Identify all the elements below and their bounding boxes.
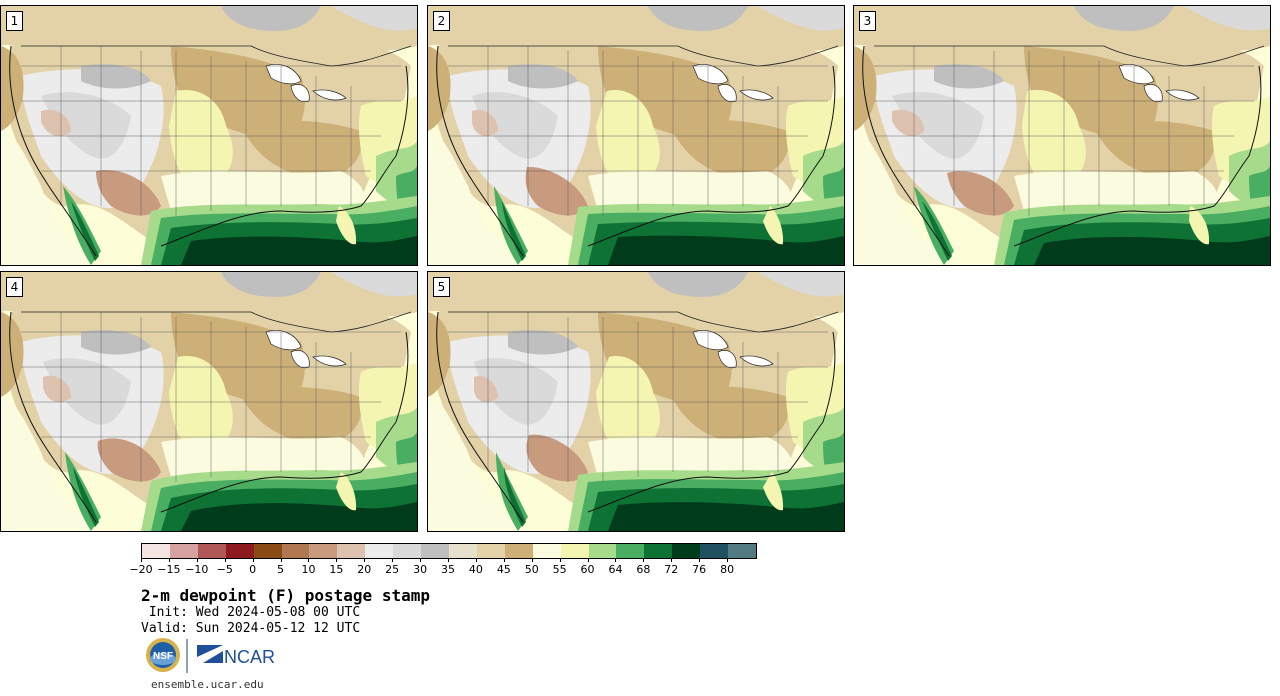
colorbar-tick — [727, 558, 729, 562]
colorbar-tick — [196, 558, 198, 562]
colorbar-swatch — [560, 544, 589, 558]
ensemble-member-map[interactable]: 2 — [427, 5, 845, 266]
dewpoint-map — [1, 272, 417, 531]
colorbar-tick — [224, 558, 226, 562]
colorbar-swatch — [504, 544, 533, 558]
colorbar-tick-label: 55 — [552, 563, 567, 576]
ncar-logo-icon: NCAR — [197, 645, 275, 667]
member-number-label: 4 — [6, 277, 23, 297]
ensemble-member-map[interactable]: 1 — [0, 5, 418, 266]
colorbar-tick — [671, 558, 673, 562]
colorbar-tick-label: 10 — [301, 563, 316, 576]
dewpoint-map — [1, 6, 417, 265]
colorbar-swatch — [448, 544, 477, 558]
colorbar-tick-label: 64 — [608, 563, 623, 576]
ensemble-member-map[interactable]: 4 — [0, 271, 418, 532]
colorbar-tick-label: −5 — [216, 563, 233, 576]
colorbar-swatch — [476, 544, 505, 558]
member-number-label: 1 — [6, 11, 23, 31]
colorbar-tick-label: −15 — [157, 563, 181, 576]
colorbar-tick — [141, 558, 142, 562]
colorbar-tick-label: 76 — [692, 563, 707, 576]
colorbar-tick — [587, 558, 589, 562]
colorbar-tick — [643, 558, 645, 562]
colorbar-tick — [615, 558, 617, 562]
nsf-logo-text: NSF — [153, 651, 173, 662]
colorbar-swatch — [393, 544, 422, 558]
colorbar-tick-label: 72 — [664, 563, 679, 576]
dewpoint-map — [428, 6, 844, 265]
colorbar-tick-label: 5 — [277, 563, 285, 576]
colorbar-ticks: −20 −15 −10 −5 0 5 10 15 20 25 30 35 40 45 50 55 60 64 68 7… — [129, 558, 757, 578]
init-time: Init: Wed 2024-05-08 00 UTC — [141, 605, 361, 620]
colorbar-tick — [448, 558, 449, 562]
colorbar-tick — [559, 558, 561, 562]
ensemble-member-map[interactable]: 5 — [427, 271, 845, 532]
colorbar-tick-label: 80 — [720, 563, 735, 576]
valid-time: Valid: Sun 2024-05-12 12 UTC — [141, 621, 361, 636]
colorbar-swatch — [197, 544, 226, 558]
colorbar-swatch — [532, 544, 561, 558]
colorbar-tick-label: −10 — [185, 563, 209, 576]
member-number-label: 3 — [859, 11, 876, 31]
colorbar-tick — [364, 558, 366, 562]
colorbar-swatch — [672, 544, 701, 558]
colorbar-swatch — [421, 544, 449, 558]
colorbar-tick-label: 30 — [413, 563, 428, 576]
colorbar-tick-label: 0 — [249, 563, 257, 576]
colorbar-tick-label: 40 — [468, 563, 483, 576]
colorbar-swatch — [728, 544, 756, 558]
colorbar-tick-label: 25 — [385, 563, 400, 576]
colorbar-tick-label: 50 — [524, 563, 539, 576]
member-number-label: 2 — [433, 11, 450, 31]
logos: NSF NCAR — [145, 637, 275, 677]
nsf-logo-icon: NSF — [146, 638, 180, 672]
colorbar-swatch — [225, 544, 254, 558]
colorbar-tick — [280, 558, 282, 562]
ncar-logo-text: NCAR — [224, 647, 275, 667]
chart-title: 2-m dewpoint (F) postage stamp — [141, 586, 430, 605]
colorbar-swatch — [142, 544, 170, 558]
footer-url[interactable]: ensemble.ucar.edu — [151, 678, 264, 691]
member-number-label: 5 — [433, 277, 450, 297]
colorbar-tick — [308, 558, 310, 562]
colorbar-swatch — [281, 544, 310, 558]
colorbar-tick — [699, 558, 701, 562]
colorbar-swatch — [616, 544, 645, 558]
colorbar-swatch — [588, 544, 617, 558]
colorbar-tick-label: 15 — [329, 563, 344, 576]
colorbar-tick — [252, 558, 254, 562]
colorbar-tick-label: 60 — [580, 563, 595, 576]
colorbar-tick — [336, 558, 338, 562]
colorbar-swatch — [365, 544, 394, 558]
colorbar-tick — [531, 558, 533, 562]
colorbar-tick-label: 68 — [636, 563, 651, 576]
colorbar-tick — [420, 558, 422, 562]
colorbar-swatch — [253, 544, 282, 558]
dewpoint-map — [854, 6, 1270, 265]
colorbar-swatch — [644, 544, 673, 558]
colorbar-tick-label: −20 — [129, 563, 153, 576]
colorbar-tick — [475, 558, 477, 562]
dewpoint-colorbar — [141, 543, 757, 559]
colorbar-tick-label: 35 — [441, 563, 455, 576]
colorbar-tick-label: 45 — [496, 563, 511, 576]
colorbar-swatch — [169, 544, 198, 558]
colorbar-swatch — [309, 544, 338, 558]
colorbar-swatch — [337, 544, 366, 558]
colorbar-swatch — [700, 544, 729, 558]
dewpoint-map — [428, 272, 844, 531]
colorbar-tick-label: 20 — [357, 563, 372, 576]
ensemble-member-map[interactable]: 3 — [853, 5, 1271, 266]
colorbar-tick — [168, 558, 170, 562]
colorbar-tick — [503, 558, 505, 562]
colorbar-tick — [392, 558, 394, 562]
